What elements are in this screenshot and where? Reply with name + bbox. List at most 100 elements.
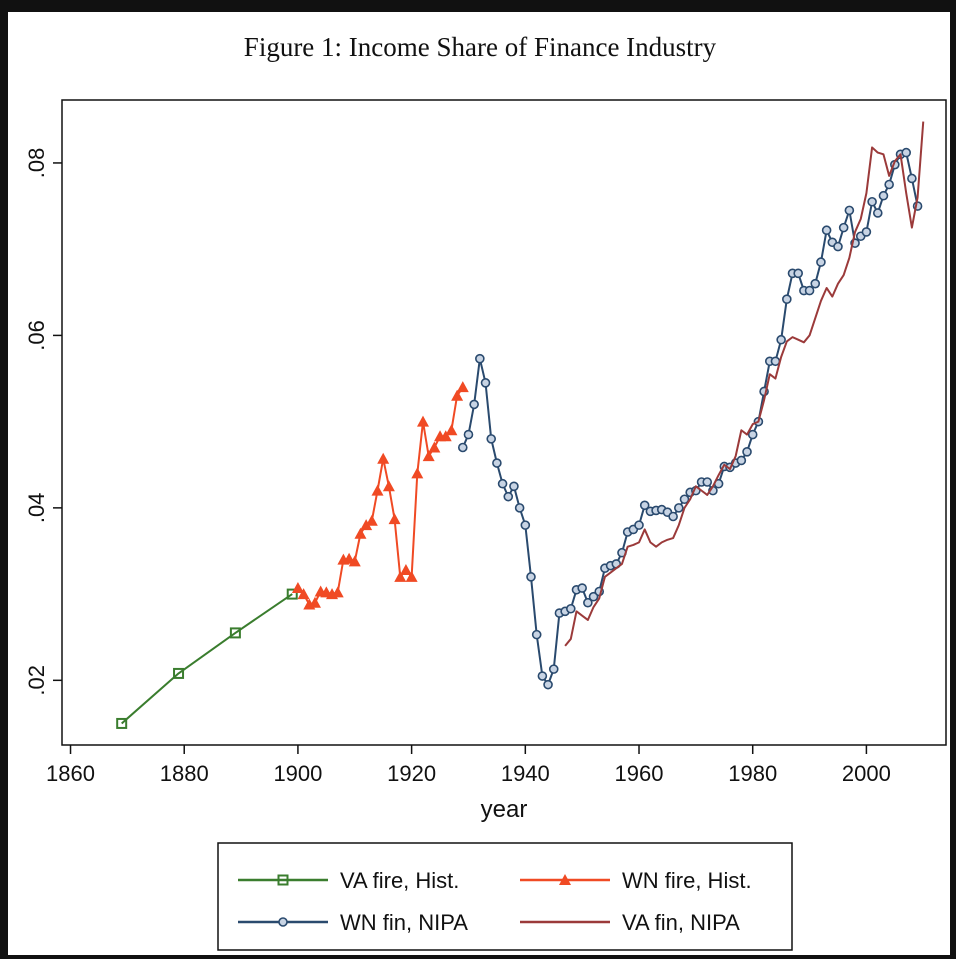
marker (503, 491, 514, 502)
marker (509, 481, 519, 492)
marker (736, 455, 747, 466)
marker (229, 627, 241, 639)
marker (543, 679, 553, 690)
y-tick-label: .04 (24, 493, 49, 524)
marker (565, 603, 576, 614)
marker (668, 511, 678, 522)
marker (399, 563, 412, 575)
x-tick-label: 1960 (615, 761, 664, 786)
marker (747, 429, 758, 440)
marker (674, 503, 684, 513)
marker (173, 667, 185, 679)
x-tick-label: 1940 (501, 761, 550, 786)
marker (514, 503, 525, 513)
marker (308, 596, 321, 608)
marker (742, 447, 752, 457)
marker (861, 227, 872, 237)
marker (793, 268, 803, 279)
marker (451, 389, 464, 401)
marker (867, 196, 877, 207)
marker (639, 500, 650, 511)
marker (278, 917, 288, 927)
marker (588, 591, 599, 602)
x-tick-label: 1880 (160, 761, 209, 786)
marker (463, 429, 474, 440)
marker (469, 399, 479, 410)
marker (520, 520, 531, 530)
marker (297, 588, 310, 600)
x-tick-label: 1900 (273, 761, 322, 786)
marker (816, 257, 826, 267)
marker (456, 381, 469, 393)
marker (457, 442, 468, 453)
series-line (564, 121, 925, 647)
plot-area (61, 99, 947, 746)
x-tick-label: 1860 (46, 761, 95, 786)
marker (878, 190, 889, 201)
legend (217, 842, 793, 951)
marker (702, 477, 713, 487)
x-tick-label: 1980 (728, 761, 777, 786)
marker (559, 874, 571, 885)
x-tick-label: 2000 (842, 761, 891, 786)
marker (475, 353, 485, 364)
marker (833, 241, 843, 252)
marker (422, 450, 435, 462)
marker (872, 208, 883, 218)
marker (804, 285, 815, 296)
x-tick-label: 1920 (387, 761, 436, 786)
marker (844, 205, 855, 216)
marker (782, 294, 792, 304)
marker (286, 588, 298, 600)
chart-title: Figure 1: Income Share of Finance Indust… (244, 32, 717, 62)
y-tick-label: .02 (24, 665, 49, 696)
marker (371, 484, 384, 496)
marker (416, 415, 429, 427)
legend-label: WN fin, NIPA (340, 910, 468, 935)
marker (679, 494, 690, 505)
marker (634, 520, 644, 530)
marker (497, 478, 508, 489)
background (8, 12, 950, 955)
marker (486, 434, 497, 444)
marker (331, 586, 344, 598)
marker (492, 458, 502, 468)
legend-label: WN fire, Hist. (622, 868, 752, 893)
marker (907, 173, 917, 184)
marker (348, 555, 361, 567)
marker (277, 874, 289, 886)
marker (405, 570, 418, 582)
marker (884, 179, 894, 190)
marker (776, 334, 786, 345)
marker (531, 629, 542, 640)
marker (116, 717, 128, 729)
marker (360, 519, 373, 531)
marker (537, 671, 548, 681)
marker (583, 597, 593, 608)
x-axis-label: year (481, 796, 528, 823)
marker (388, 513, 401, 525)
marker (445, 424, 458, 436)
marker (382, 480, 395, 492)
marker (377, 452, 390, 464)
marker (411, 467, 424, 479)
marker (439, 430, 452, 442)
marker (428, 441, 441, 453)
marker (526, 572, 536, 582)
marker (548, 664, 559, 674)
marker (480, 378, 491, 388)
y-tick-label: .06 (24, 320, 49, 351)
legend-label: VA fire, Hist. (340, 868, 459, 893)
marker (838, 222, 849, 233)
marker (354, 527, 367, 539)
marker (810, 278, 821, 289)
marker (821, 225, 832, 236)
y-tick-label: .08 (24, 148, 49, 179)
legend-label: VA fin, NIPA (622, 910, 740, 935)
marker (394, 570, 407, 582)
series-line (121, 593, 293, 725)
marker (291, 582, 304, 594)
marker (577, 583, 587, 593)
marker (365, 514, 378, 526)
